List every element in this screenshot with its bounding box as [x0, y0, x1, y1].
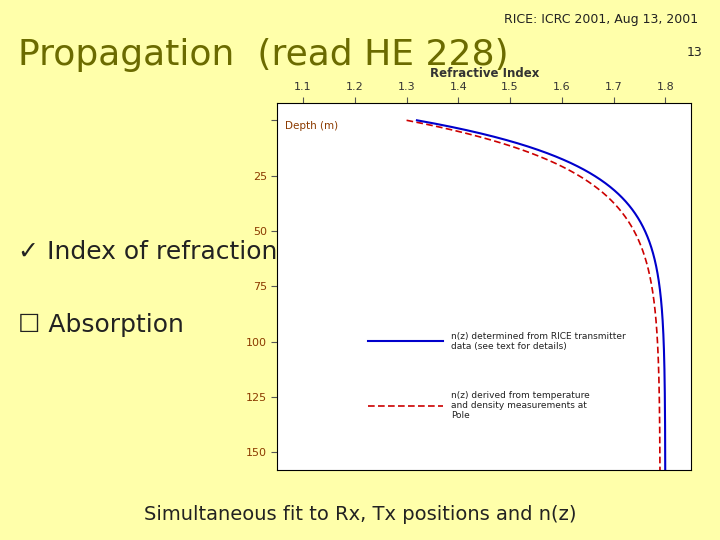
- Text: Propagation  (read HE 228): Propagation (read HE 228): [18, 38, 508, 72]
- Text: n(z) derived from temperature
and density measurements at
Pole: n(z) derived from temperature and densit…: [451, 390, 590, 421]
- Text: Depth (m): Depth (m): [285, 121, 338, 131]
- Title: Refractive Index: Refractive Index: [430, 66, 539, 79]
- Text: RICE: ICRC 2001, Aug 13, 2001: RICE: ICRC 2001, Aug 13, 2001: [504, 14, 698, 26]
- Text: n(z) determined from RICE transmitter
data (see text for details): n(z) determined from RICE transmitter da…: [451, 332, 626, 351]
- Text: ✓ Index of refraction: ✓ Index of refraction: [18, 240, 277, 264]
- Text: 13: 13: [686, 46, 702, 59]
- Text: ☐ Absorption: ☐ Absorption: [18, 313, 184, 337]
- Text: Simultaneous fit to Rx, Tx positions and n(z): Simultaneous fit to Rx, Tx positions and…: [144, 505, 576, 524]
